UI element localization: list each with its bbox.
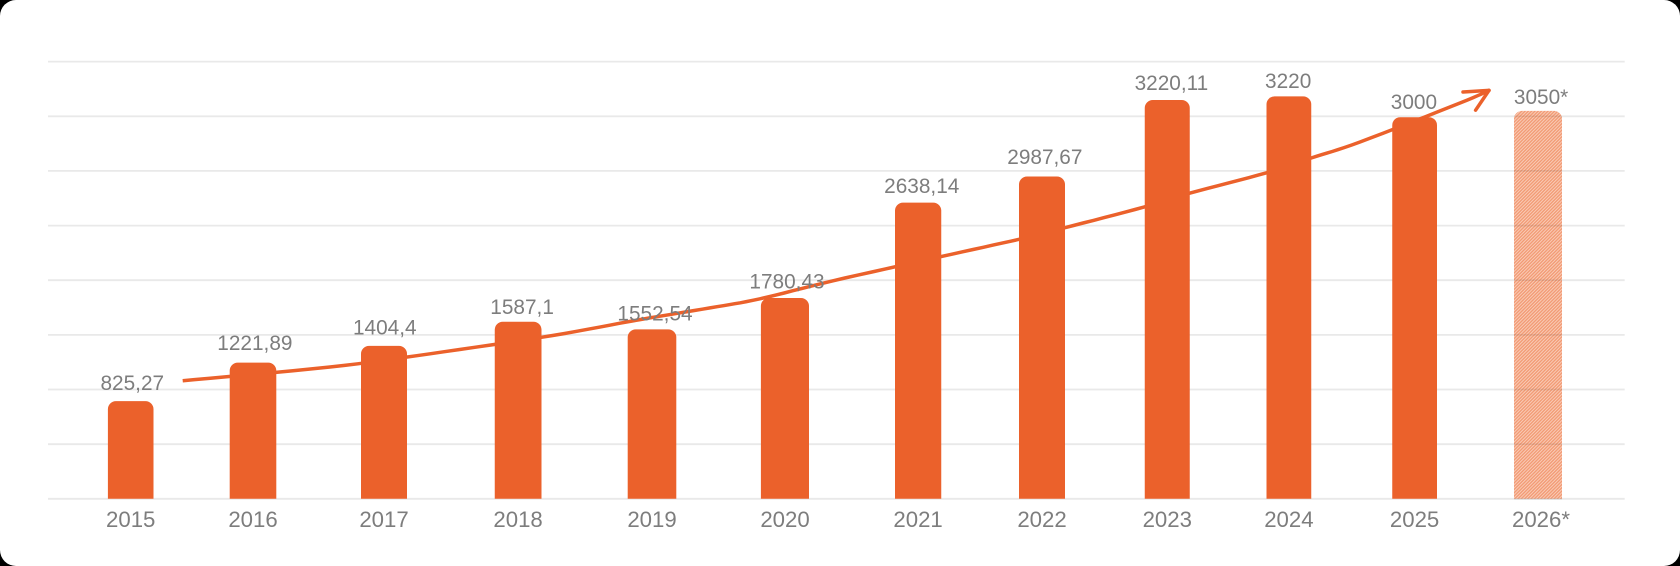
- svg-text:2026*: 2026*: [1512, 507, 1570, 532]
- svg-text:3050*: 3050*: [1514, 86, 1568, 109]
- svg-text:2019: 2019: [627, 507, 676, 532]
- svg-text:3220: 3220: [1265, 70, 1311, 93]
- svg-text:2021: 2021: [893, 507, 942, 532]
- svg-text:2016: 2016: [228, 507, 277, 532]
- svg-text:2020: 2020: [760, 507, 809, 532]
- svg-text:2024: 2024: [1264, 507, 1313, 532]
- svg-text:825,27: 825,27: [100, 372, 164, 395]
- svg-text:1587,1: 1587,1: [490, 296, 554, 319]
- svg-text:2015: 2015: [106, 507, 155, 532]
- svg-text:3000: 3000: [1391, 91, 1437, 114]
- svg-text:2017: 2017: [359, 507, 408, 532]
- svg-text:2987,67: 2987,67: [1007, 146, 1082, 169]
- svg-text:1552,54: 1552,54: [617, 303, 692, 326]
- svg-text:1780,43: 1780,43: [749, 271, 824, 294]
- svg-text:2018: 2018: [493, 507, 542, 532]
- svg-text:1221,89: 1221,89: [217, 332, 292, 355]
- svg-text:1404,4: 1404,4: [353, 317, 417, 340]
- svg-text:2638,14: 2638,14: [884, 175, 959, 198]
- svg-text:2023: 2023: [1143, 507, 1192, 532]
- svg-text:2025: 2025: [1390, 507, 1439, 532]
- svg-text:2022: 2022: [1017, 507, 1066, 532]
- svg-text:3220,11: 3220,11: [1135, 72, 1209, 95]
